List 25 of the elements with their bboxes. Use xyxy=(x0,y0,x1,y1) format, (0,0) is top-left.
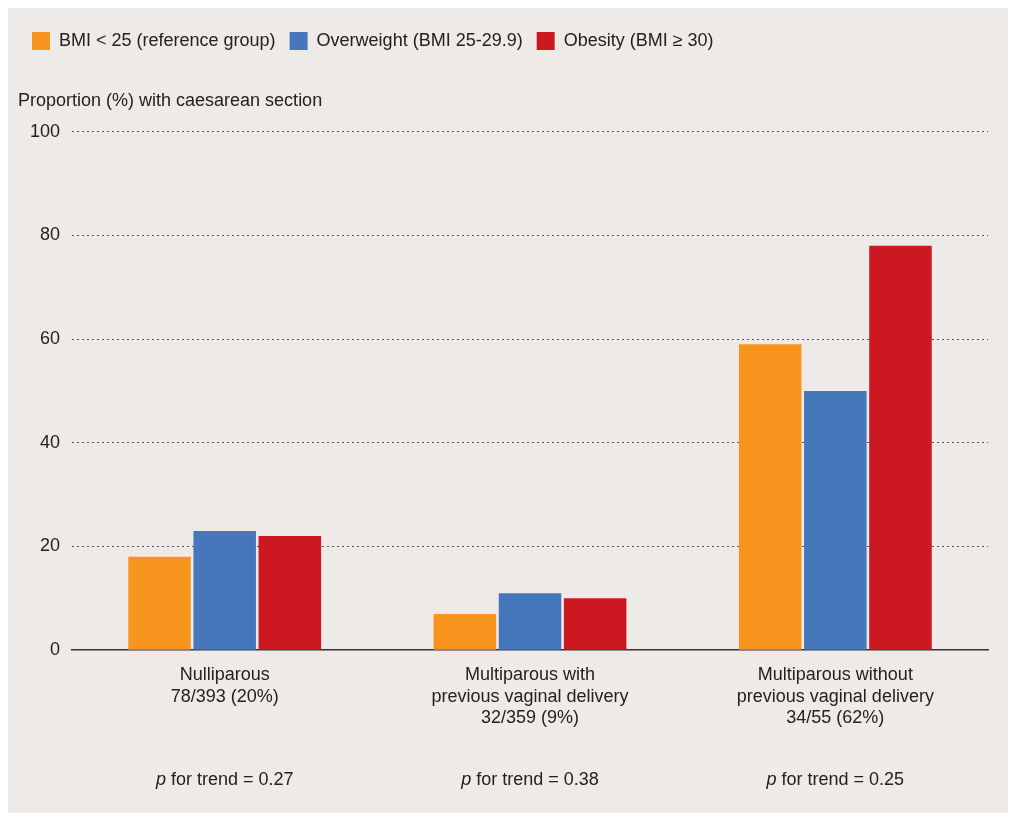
bar xyxy=(563,598,627,650)
legend-label: Overweight (BMI 25-29.9) xyxy=(316,29,523,50)
bar xyxy=(433,613,497,650)
bar xyxy=(258,536,322,650)
text: p for trend = 0.27 xyxy=(154,769,294,789)
y-tick-label: 0 xyxy=(50,639,61,660)
y-tick-label: 80 xyxy=(40,224,61,245)
y-tick-label: 20 xyxy=(40,535,61,556)
bar xyxy=(498,593,562,650)
y-tick-label: 60 xyxy=(40,328,61,349)
bar xyxy=(869,245,932,650)
legend-label: BMI < 25 (reference group) xyxy=(59,29,276,50)
legend-label: Obesity (BMI ≥ 30) xyxy=(563,29,714,50)
text: p for trend = 0.25 xyxy=(765,769,905,789)
bar xyxy=(738,344,802,650)
bar xyxy=(804,390,867,650)
bar xyxy=(128,556,191,650)
y-axis-title: Proportion (%) with caesarean section xyxy=(18,89,323,110)
text: p for trend = 0.38 xyxy=(460,769,599,789)
x-tick-label: Multiparous without previous vaginal delivery 34/55 (62%) xyxy=(736,663,934,728)
bar xyxy=(193,530,256,650)
y-tick-label: 40 xyxy=(40,431,61,452)
y-tick-label: 100 xyxy=(29,120,61,141)
x-tick-label: Nulliparous 78/393 (20%) xyxy=(170,663,279,706)
x-tick-label: Multiparous with previous vaginal delivery 32/359 (9%) xyxy=(431,663,629,728)
